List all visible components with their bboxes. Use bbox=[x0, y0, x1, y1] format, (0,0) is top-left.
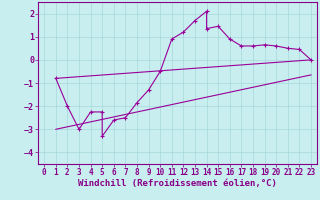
X-axis label: Windchill (Refroidissement éolien,°C): Windchill (Refroidissement éolien,°C) bbox=[78, 179, 277, 188]
